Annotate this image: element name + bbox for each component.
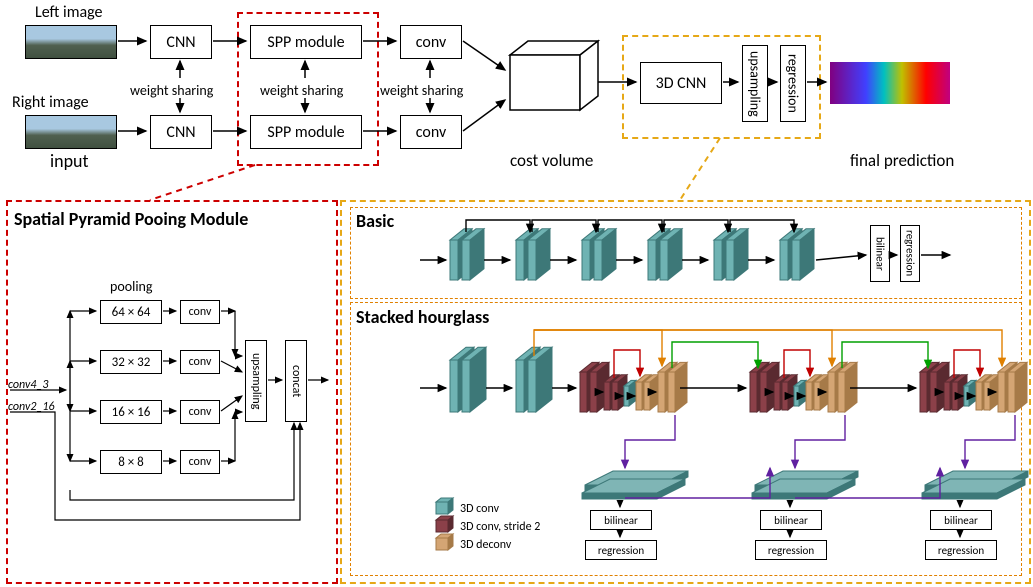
ws3: weight sharing xyxy=(380,82,463,99)
conv-bottom: conv xyxy=(400,115,462,149)
cnn-bottom: CNN xyxy=(150,115,212,149)
cnn3d-dashed-group xyxy=(622,35,821,139)
basic-regression: regression xyxy=(900,225,920,282)
hg-reg-2: regression xyxy=(755,540,827,560)
left-image-label: Left image xyxy=(35,3,103,22)
hg-bilin-3: bilinear xyxy=(930,510,992,530)
conv2-16-label: conv2_16 xyxy=(8,400,55,414)
legend3-label: 3D deconv xyxy=(460,538,511,552)
pool16: 16 × 16 xyxy=(100,400,162,424)
basic-bilinear: bilinear xyxy=(870,225,890,282)
stacked-panel xyxy=(350,302,1022,576)
right-image-label: Right image xyxy=(12,93,89,112)
spp-detail-title: Spatial Pyramid Pooing Module xyxy=(14,208,248,230)
conv-s3: conv xyxy=(180,400,220,424)
conv4-3-label: conv4_3 xyxy=(8,378,49,392)
concat-box: concat xyxy=(285,340,307,422)
basic-panel xyxy=(350,207,1022,299)
right-image-placeholder xyxy=(25,115,117,149)
input-label: input xyxy=(50,150,89,172)
conv-s4: conv xyxy=(180,450,220,474)
left-image-placeholder xyxy=(25,25,117,59)
pooling-label: pooling xyxy=(110,278,153,295)
conv-s2: conv xyxy=(180,350,220,374)
conv-s1: conv xyxy=(180,300,220,324)
hg-reg-1: regression xyxy=(585,540,657,560)
basic-label: Basic xyxy=(356,210,394,232)
ws1: weight sharing xyxy=(130,82,213,99)
final-prediction-label: final prediction xyxy=(850,150,954,171)
legend1-label: 3D conv xyxy=(460,502,499,516)
spp-dashed-group xyxy=(237,12,379,166)
cnn-top: CNN xyxy=(150,25,212,59)
hg-bilin-2: bilinear xyxy=(760,510,822,530)
cost-volume-label: cost volume xyxy=(510,150,593,171)
upsamp-s: upsampling xyxy=(245,340,267,422)
conv-top: conv xyxy=(400,25,462,59)
pool8: 8 × 8 xyxy=(100,450,162,474)
final-prediction-image xyxy=(830,62,950,104)
hg-reg-3: regression xyxy=(925,540,997,560)
legend2-label: 3D conv, stride 2 xyxy=(460,520,540,534)
stacked-label: Stacked hourglass xyxy=(356,306,489,328)
pool32: 32 × 32 xyxy=(100,350,162,374)
pool64: 64 × 64 xyxy=(100,300,162,324)
hg-bilin-1: bilinear xyxy=(590,510,652,530)
